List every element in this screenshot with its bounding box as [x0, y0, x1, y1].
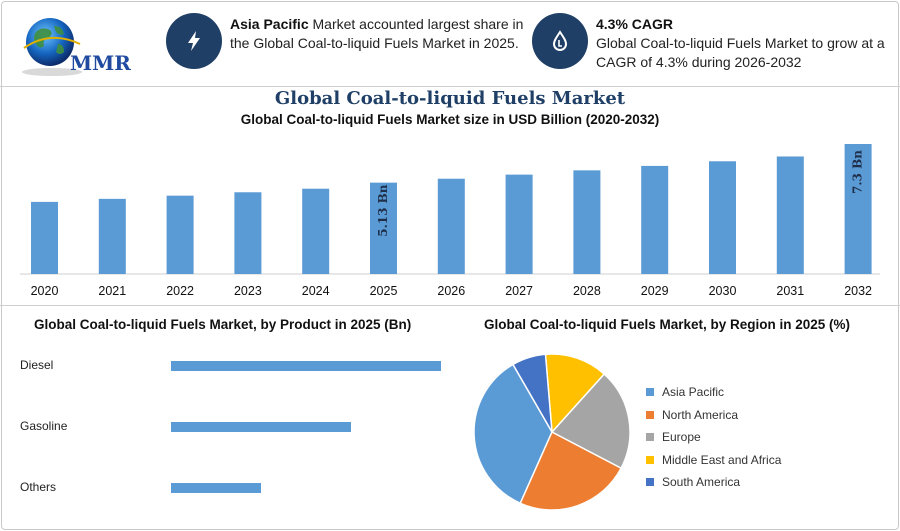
- bar-data-label: 5.13 Bn: [376, 184, 390, 237]
- bar-2031: [776, 156, 804, 274]
- pie-slice-middle-east-and-africa: [544, 353, 606, 434]
- product-label: Diesel: [20, 358, 53, 372]
- product-label: Gasoline: [20, 419, 68, 433]
- product-label: Others: [20, 480, 56, 494]
- header-divider: [0, 86, 900, 87]
- x-tick-label: 2031: [776, 284, 804, 298]
- region-pie-chart: [473, 353, 631, 511]
- region-legend: Asia Pacific North America Europe Middle Ea…: [646, 381, 781, 494]
- drop-badge: [532, 13, 588, 69]
- pie-slice-europe: [550, 372, 631, 470]
- product-bar-diesel: [171, 361, 441, 371]
- info-asia-pacific: Asia Pacific Market accounted largest sh…: [230, 16, 524, 51]
- x-tick-label: 2032: [844, 284, 872, 298]
- legend-label: Asia Pacific: [662, 385, 725, 400]
- bar-chart-title: Global Coal-to-liquid Fuels Market size …: [240, 112, 660, 127]
- legend-label: North America: [662, 407, 739, 422]
- legend-item: South America: [646, 471, 781, 494]
- x-tick-label: 2028: [573, 284, 601, 298]
- svg-text:MMR: MMR: [70, 51, 131, 75]
- bar-2030: [709, 161, 736, 274]
- legend-swatch: [646, 388, 654, 397]
- bar-2027: [505, 174, 533, 274]
- product-bar-gasoline: [171, 422, 351, 432]
- legend-swatch: [646, 410, 654, 419]
- x-tick-label: 2030: [709, 284, 737, 298]
- bar-2023: [234, 192, 262, 274]
- info-cagr: 4.3% CAGR Global Coal-to-liquid Fuels Mar…: [596, 16, 885, 70]
- pie-slice-south-america: [511, 353, 553, 433]
- x-tick-label: 2029: [641, 284, 669, 298]
- x-tick-label: 2020: [31, 284, 59, 298]
- region-chart-title: Global Coal-to-liquid Fuels Market, by R…: [484, 317, 851, 332]
- bar-2024: [302, 188, 330, 274]
- product-bar-others: [171, 483, 261, 493]
- bar-2022: [166, 195, 194, 274]
- x-tick-label: 2026: [437, 284, 465, 298]
- bar-2028: [573, 170, 601, 274]
- section-divider: [0, 305, 900, 306]
- lightning-badge: [166, 13, 222, 69]
- legend-item: Europe: [646, 426, 781, 449]
- bar-data-label: 7.3 Bn: [851, 150, 865, 194]
- drop-icon: [552, 30, 568, 51]
- mmr-logo: MMR: [22, 18, 131, 76]
- product-chart-title: Global Coal-to-liquid Fuels Market, by P…: [34, 317, 412, 332]
- bar-2020: [31, 201, 58, 274]
- legend-item: North America: [646, 404, 781, 427]
- x-tick-label: 2022: [166, 284, 194, 298]
- market-size-bar-chart: 2020 2021 2022 2023 2024 2025 5.13 Bn 2026 2027 2…: [20, 144, 880, 298]
- legend-label: Europe: [662, 430, 701, 445]
- x-tick-label: 2025: [370, 284, 398, 298]
- bar-2025: [370, 182, 397, 274]
- legend-label: Middle East and Africa: [662, 452, 782, 467]
- legend-item: Asia Pacific: [646, 381, 781, 404]
- legend-label: South America: [662, 475, 741, 490]
- bar-2026: [437, 178, 465, 274]
- legend-swatch: [646, 455, 654, 464]
- lightning-icon: [188, 31, 200, 51]
- legend-item: Middle East and Africa: [646, 449, 781, 472]
- legend-swatch: [646, 433, 654, 442]
- pie-slice-north-america: [519, 430, 623, 511]
- main-title: Global Coal-to-liquid Fuels Market: [274, 88, 626, 109]
- x-tick-label: 2021: [98, 284, 126, 298]
- bar-2032: [844, 144, 872, 274]
- bar-2029: [641, 165, 669, 274]
- product-bar-chart: Diesel Gasoline Others: [20, 358, 441, 494]
- x-tick-label: 2023: [234, 284, 262, 298]
- legend-swatch: [646, 478, 654, 487]
- bar-2021: [98, 198, 126, 274]
- x-tick-label: 2027: [505, 284, 533, 298]
- x-tick-label: 2024: [302, 284, 330, 298]
